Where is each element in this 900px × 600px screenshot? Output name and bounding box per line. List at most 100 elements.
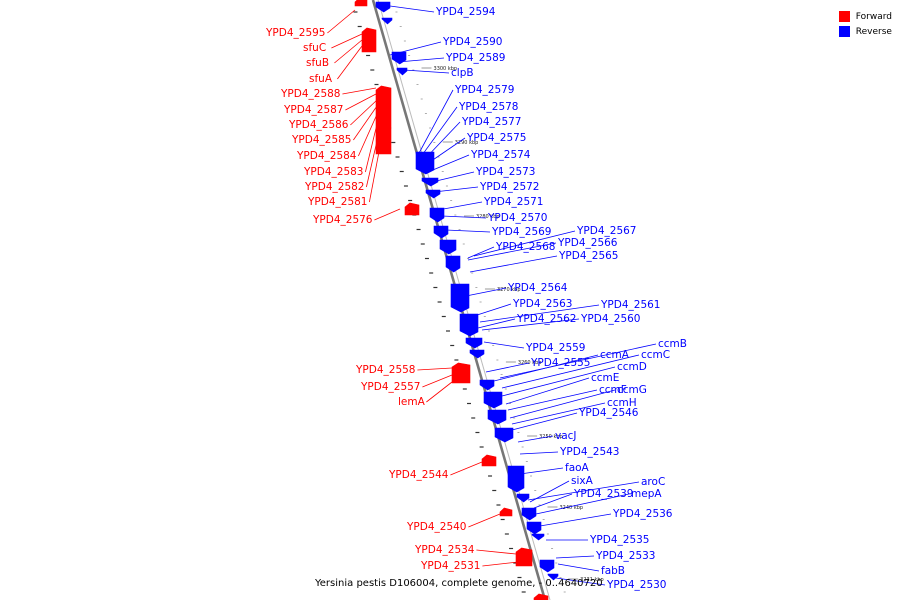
reverse-gene-glyph [521,507,537,521]
forward-gene-glyph [515,547,533,567]
reverse-gene-label: YPD4_2577 [461,116,521,128]
reverse-leader [507,389,598,411]
reverse-gene-label: ccmG [617,384,647,396]
legend-reverse: Reverse [838,24,892,39]
legend-forward: Forward [838,9,892,24]
forward-leader [331,33,363,49]
reverse-gene-label: YPD4_2562 [516,313,576,325]
reverse-gene-label: YPD4_2536 [612,508,673,520]
forward-leader [374,208,401,221]
forward-gene-label: YPD4_2531 [420,560,480,572]
reverse-gene-label: fabB [601,565,625,577]
forward-leader [327,9,356,34]
reverse-gene-label: YPD4_2568 [495,241,555,253]
reverse-gene-label: ccmF [599,384,627,396]
reverse-leader [389,5,435,13]
forward-leader [358,111,379,157]
reverse-gene-label: YPD4_2578 [458,101,518,113]
reverse-gene-glyph [439,239,457,255]
forward-leader [334,39,363,64]
forward-leader [369,135,383,203]
reverse-gene-label: YPD4_2565 [558,250,618,262]
forward-gene-label: YPD4_2558 [355,364,415,376]
reverse-gene-glyph [381,17,393,25]
reverse-gene-glyph [526,521,542,535]
reverse-gene-label: YPD4_2535 [589,534,649,546]
reverse-gene-glyph [483,391,503,409]
reverse-leader [557,563,600,572]
reverse-gene-label: YPD4_2566 [557,237,618,249]
forward-leader [417,367,453,371]
reverse-gene-glyph [433,225,449,239]
forward-leader [345,93,377,111]
forward-leader [426,381,453,403]
reverse-gene-label: YPD4_2539 [573,488,633,500]
gene-labels: YPD4_2595 sfuC sfuB sfuA YPD4_2588 YPD4_2587 Y… [265,6,687,591]
reverse-gene-label: YPD4_2543 [559,446,619,458]
reverse-leader [505,377,590,405]
reverse-gene-label: YPD4_2563 [512,298,572,310]
tick-label: 3270 kbp [497,287,521,293]
forward-gene-label: YPD4_2576 [312,214,373,226]
reverse-gene-label: YPD4_2589 [445,52,505,64]
reverse-gene-label: faoA [565,462,590,474]
reverse-gene-glyph [469,349,485,359]
reverse-leader [441,215,487,219]
forward-gene-label: YPD4_2584 [296,150,357,162]
reverse-gene-glyph [396,67,408,76]
reverse-leader [533,493,573,509]
forward-gene-label: YPD4_2586 [288,119,349,131]
tick-label: 3300 kbp [434,66,458,72]
forward-gene-label: sfuC [303,42,326,54]
reverse-gene-glyph [450,283,470,313]
reverse-leader [509,389,616,419]
forward-gene-glyph [361,27,377,53]
forward-gene-glyph [404,202,420,216]
gene-glyphs [354,0,559,600]
reverse-leader [481,318,580,331]
forward-gene-glyph [375,85,392,155]
reverse-gene-label: sixA [571,475,594,487]
forward-gene-label: YPD4_2581 [307,196,367,208]
reverse-gene-label: YPD4_2555 [530,357,590,369]
reverse-gene-label: YPD4_2579 [454,84,514,96]
forward-leader [422,374,453,388]
reverse-gene-glyph [516,493,530,503]
reverse-gene-glyph [494,427,514,443]
tick-label: 3250 kbp [539,434,563,440]
reverse-leader [477,318,516,329]
tick-label: 3231 kbp [580,577,604,583]
reverse-gene-label: YPD4_2571 [483,196,543,208]
reverse-gene-label: YPD4_2572 [479,181,539,193]
reverse-leader [555,577,606,586]
reverse-leader [397,57,445,63]
reverse-leader [421,121,461,163]
legend: Forward Reverse [838,9,892,39]
reverse-gene-glyph [487,409,507,425]
forward-leader [350,99,378,126]
reverse-leader [517,435,554,443]
forward-leader [482,561,519,567]
reverse-leader [519,467,564,475]
reverse-leader [479,304,600,323]
forward-leader [337,45,363,80]
forward-gene-label: lemA [398,396,426,408]
reverse-gene-glyph [429,207,445,223]
forward-leader [342,87,377,95]
reverse-gene-label: ccmE [591,372,619,384]
legend-reverse-label: Reverse [855,26,892,37]
forward-leader [450,461,483,476]
reverse-gene-label: YPD4_2573 [475,166,535,178]
forward-gene-glyph [451,362,471,384]
tick-label: 3260 kbp [518,360,542,366]
reverse-gene-glyph [391,51,407,65]
reverse-gene-label: YPD4_2574 [470,149,531,161]
reverse-leader [389,41,442,56]
tick-label: 3240 kbp [560,505,584,511]
reverse-leader [529,480,570,503]
reverse-leader [467,242,557,261]
reverse-leader [437,201,483,211]
reverse-gene-label: YPD4_2567 [576,225,636,237]
reverse-gene-label: YPD4_2561 [600,299,660,311]
forward-gene-glyph [499,507,513,517]
